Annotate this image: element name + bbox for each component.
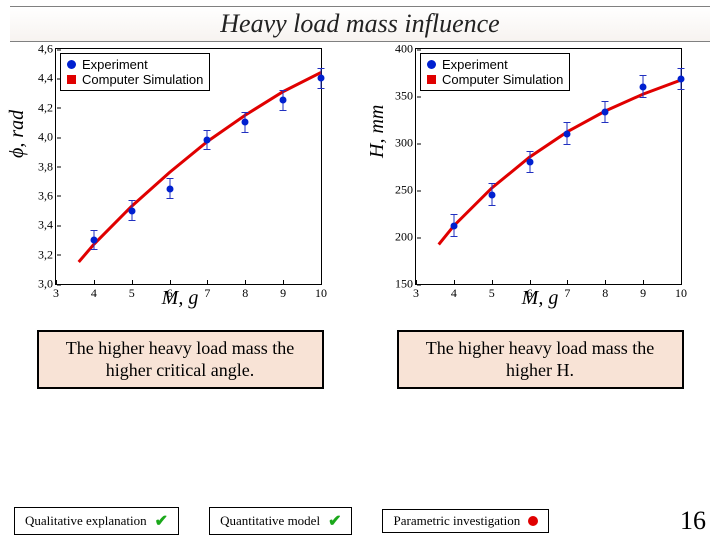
left-caption: The higher heavy load mass the higher cr… [37,330,324,389]
circle-icon [67,60,76,69]
left-plot: Experiment Computer Simulation 3,03,23,4… [55,48,322,285]
circle-icon [427,60,436,69]
square-icon [67,75,76,84]
dot-icon [528,516,538,526]
right-panel: H, mm Experiment Computer Simulation 150… [370,48,710,310]
status-quantitative: Quantitative model ✔ [209,507,352,535]
captions-row: The higher heavy load mass the higher cr… [0,320,720,389]
legend: Experiment Computer Simulation [420,53,570,91]
page-number: 16 [680,506,706,536]
square-icon [427,75,436,84]
status-label: Qualitative explanation [25,513,147,529]
charts-row: ϕ, rad Experiment Computer Simulation 3,… [0,48,720,310]
right-caption: The higher heavy load mass the higher H. [397,330,684,389]
legend-sim: Computer Simulation [82,72,203,87]
left-panel: ϕ, rad Experiment Computer Simulation 3,… [10,48,350,310]
footer: Qualitative explanation ✔ Quantitative m… [0,506,720,536]
right-ylabel: H, mm [366,105,389,158]
legend-exp: Experiment [82,57,148,72]
right-plot: Experiment Computer Simulation 150200250… [415,48,682,285]
status-qualitative: Qualitative explanation ✔ [14,507,179,535]
left-xlabel: M, g [10,287,350,310]
legend-sim: Computer Simulation [442,72,563,87]
check-icon: ✔ [328,511,341,531]
right-xlabel: M, g [370,287,710,310]
legend: Experiment Computer Simulation [60,53,210,91]
left-ylabel: ϕ, rad [6,110,29,158]
status-label: Quantitative model [220,513,320,529]
status-label: Parametric investigation [393,513,520,529]
status-parametric: Parametric investigation [382,509,549,533]
check-icon: ✔ [155,511,168,531]
page-title: Heavy load mass influence [10,6,710,42]
legend-exp: Experiment [442,57,508,72]
